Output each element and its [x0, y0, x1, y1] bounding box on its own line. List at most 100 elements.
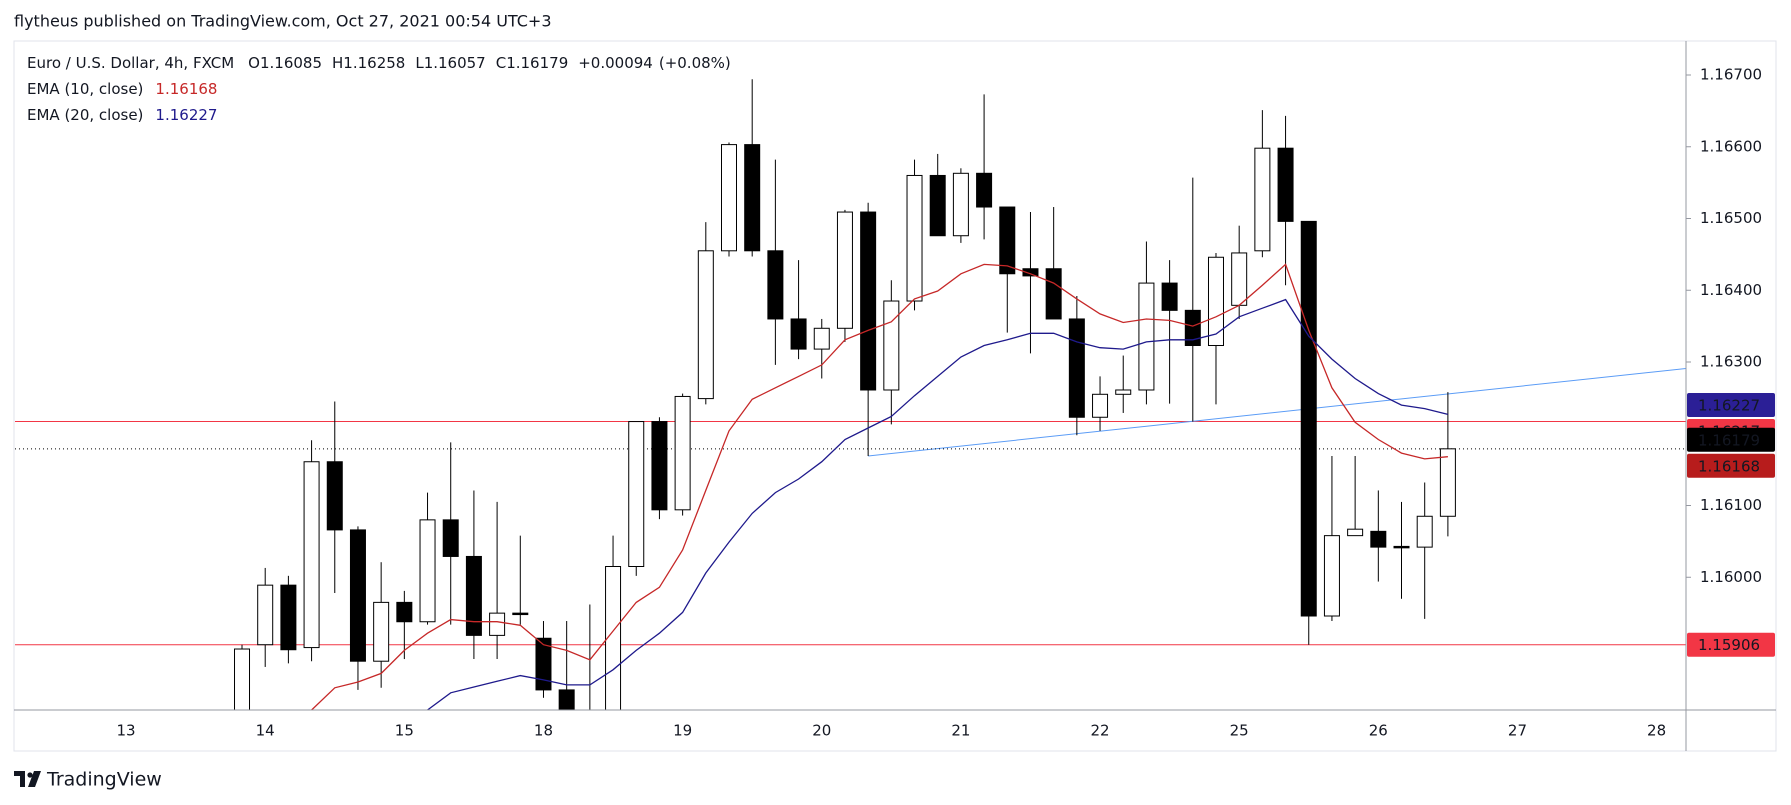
legend-value: 1.16168 [155, 80, 217, 98]
candle-body [1045, 268, 1062, 320]
candle-body [1277, 147, 1294, 222]
candle-body [280, 584, 297, 651]
change: +0.00094 [578, 54, 653, 72]
candle-body [558, 689, 575, 710]
close-value: 1.16179 [506, 54, 568, 72]
candle-body [396, 601, 413, 623]
open-prefix: O [248, 54, 260, 72]
candle-body [512, 612, 529, 616]
x-tick-label: 26 [1369, 722, 1388, 740]
y-tick-label: 1.16400 [1700, 281, 1762, 299]
candle-body [582, 728, 597, 742]
high-value: 1.16258 [343, 54, 405, 72]
candle-body [790, 318, 807, 350]
price-tag-label: 1.16179 [1698, 431, 1760, 449]
candle-body [257, 584, 274, 646]
candle-body [303, 461, 320, 649]
candle-body [744, 144, 761, 252]
change-percent: (+0.08%) [659, 54, 731, 72]
brand-logo [14, 771, 41, 787]
low-prefix: L [415, 54, 424, 72]
plot-area [15, 79, 1686, 742]
candle-body [1092, 393, 1109, 418]
candle-body [767, 250, 784, 320]
y-tick-label: 1.16500 [1700, 209, 1762, 227]
candle-body [1022, 268, 1039, 277]
candle-body [349, 529, 366, 662]
price-tag-label: 1.16168 [1698, 457, 1760, 475]
candle-body [1184, 309, 1201, 347]
candle-body [326, 461, 343, 531]
candle-body [860, 211, 877, 391]
candle-body [1115, 389, 1132, 395]
x-tick-label: 13 [117, 722, 136, 740]
y-tick-label: 1.16700 [1700, 66, 1762, 84]
candle-body [373, 601, 390, 662]
candle-body [1300, 220, 1317, 617]
candle-body [1347, 528, 1364, 537]
candle-body [674, 395, 691, 511]
x-tick-label: 22 [1090, 722, 1109, 740]
y-tick-label: 1.16000 [1700, 568, 1762, 586]
price-tag-label: 1.16227 [1698, 396, 1760, 414]
legend-name: EMA (20, close) [27, 106, 143, 124]
candle-body [1439, 448, 1456, 517]
candle-body [1323, 535, 1340, 617]
x-tick-label: 28 [1647, 722, 1666, 740]
candle-body [489, 612, 506, 636]
legend-ema20: EMA (20, close) 1.16227 [27, 106, 217, 124]
candle-body [1068, 318, 1085, 418]
y-tick-label: 1.16100 [1700, 496, 1762, 514]
x-tick-label: 20 [812, 722, 831, 740]
candle-body [234, 648, 251, 710]
ema-line [311, 263, 1448, 710]
trendline [868, 367, 1686, 457]
ema-line [427, 298, 1449, 710]
x-tick-label: 21 [951, 722, 970, 740]
price-tag [1687, 392, 1775, 417]
candle-body [419, 519, 436, 623]
candle-body [1207, 256, 1224, 347]
candle-body [929, 174, 946, 237]
x-tick-label: 14 [256, 722, 275, 740]
candle-body [906, 174, 923, 302]
candle-body [1231, 252, 1248, 306]
candle-body [605, 565, 622, 710]
candle-body [442, 519, 459, 557]
low-value: 1.16057 [424, 54, 486, 72]
candle-body [836, 211, 853, 329]
close-prefix: C [496, 54, 506, 72]
candle-body [1416, 515, 1433, 548]
chart-frame [13, 40, 1777, 752]
y-tick-label: 1.16300 [1700, 353, 1762, 371]
candle-body [999, 206, 1016, 275]
candle-body [651, 421, 668, 511]
candle-body [535, 637, 552, 691]
price-tag [1687, 453, 1775, 478]
symbol: Euro / U.S. Dollar, 4h, FXCM [27, 54, 234, 72]
price-tag [1687, 427, 1775, 452]
legend-ema10: EMA (10, close) 1.16168 [27, 80, 217, 98]
x-tick-label: 15 [395, 722, 414, 740]
candle-body [1254, 147, 1271, 252]
candle-body [697, 250, 714, 400]
legend-name: EMA (10, close) [27, 80, 143, 98]
x-tick-label: 18 [534, 722, 553, 740]
attribution: flytheus published on TradingView.com, O… [14, 12, 552, 31]
legend-value: 1.16227 [155, 106, 217, 124]
price-tag [1687, 632, 1775, 657]
x-tick-label: 27 [1508, 722, 1527, 740]
candle-body [1393, 545, 1410, 549]
x-tick-label: 25 [1230, 722, 1249, 740]
candle-body [883, 300, 900, 391]
candle-body [628, 421, 645, 567]
price-tag-label: 1.15906 [1698, 636, 1760, 654]
x-tick-label: 19 [673, 722, 692, 740]
legend-header: Euro / U.S. Dollar, 4h, FXCM O1.16085 H1.1… [27, 54, 731, 72]
candle-body [813, 327, 830, 350]
candle-body [721, 144, 737, 252]
candle-body [465, 555, 482, 636]
y-tick-label: 1.16600 [1700, 137, 1762, 155]
